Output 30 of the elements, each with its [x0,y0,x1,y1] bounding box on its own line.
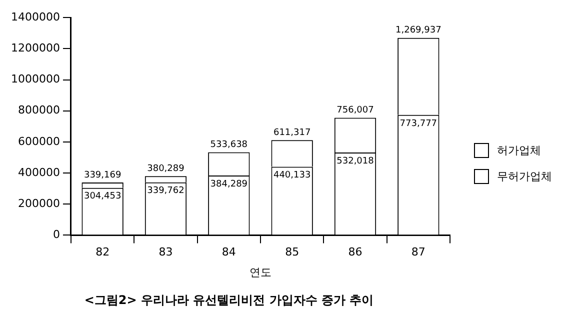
x-tick-label: 85 [285,246,300,259]
y-tick-label: 800000 [18,104,60,117]
total-label: 533,638 [210,140,248,150]
y-tick-label: 1000000 [10,72,60,86]
y-tick-label: 1200000 [10,42,60,55]
data-label: 532,018 [336,156,374,166]
y-tick-label: 1400000 [10,10,60,24]
data-label: 440,133 [273,170,311,181]
total-label: 756,007 [336,106,374,116]
x-tick-label: 83 [158,246,173,259]
text: 무허가업체 [497,169,552,184]
y-tick-label: 200000 [18,196,60,210]
total-label: 339,169 [84,170,122,180]
x-axis-title: 연도 [249,266,272,279]
y-tick-label: 0 [52,228,60,242]
data-label: 304,453 [84,192,122,202]
text: <그림2> 우리나라 유선텔리비전 가입자수 증가 추이 [84,292,374,307]
x-tick-label: 86 [348,246,362,259]
x-tick-label: 87 [411,246,426,259]
data-label: 773,777 [400,118,438,129]
text: 허가업체 [497,143,541,158]
data-label: 384,289 [210,179,248,190]
total-label: 380,289 [147,164,185,174]
y-tick-label: 400000 [18,166,60,179]
total-label: 1,269,937 [396,26,442,36]
data-label: 339,762 [147,186,184,196]
total-label: 611,317 [273,128,311,138]
x-tick-label: 82 [96,246,110,259]
x-tick-label: 84 [222,246,236,259]
y-tick-label: 600000 [18,134,60,148]
